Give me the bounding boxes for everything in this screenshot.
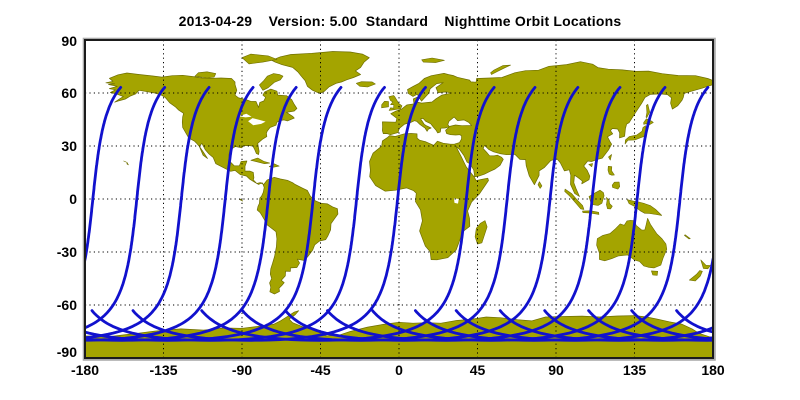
y-tick-label: 0 [69, 191, 77, 207]
orbit-ground-track [131, 86, 427, 342]
island-landmass [606, 197, 613, 210]
island-landmass [490, 64, 511, 75]
island-landmass [126, 162, 129, 166]
plot-title: 2013-04-29 Version: 5.00 Standard Nightt… [178, 13, 622, 29]
island-landmass [700, 259, 711, 270]
island-landmass [421, 57, 445, 63]
orbit-ground-track [720, 87, 800, 340]
lake [453, 198, 459, 204]
island-landmass [123, 160, 127, 163]
island-landmass [689, 270, 703, 282]
island-landmass [684, 234, 691, 240]
orbit-ground-track [85, 86, 123, 267]
x-tick-label: -90 [232, 362, 252, 378]
africa-eurasia-landmass [369, 61, 713, 261]
island-landmass [607, 166, 615, 176]
island-landmass [651, 270, 658, 276]
island-landmass [356, 81, 376, 88]
x-tick-label: 135 [623, 362, 647, 378]
island-landmass [537, 181, 543, 189]
x-tick-label: 180 [701, 362, 725, 378]
y-tick-label: 90 [61, 33, 77, 49]
greenland-landmass [271, 51, 370, 94]
island-landmass [474, 220, 488, 245]
orbit-ground-track [413, 86, 710, 342]
island-landmass [608, 154, 612, 161]
island-landmass [194, 71, 217, 79]
y-tick-label: 60 [61, 85, 77, 101]
island-landmass [259, 73, 284, 91]
island-landmass [588, 163, 593, 167]
y-tick-label: 30 [61, 138, 77, 154]
orbit-ground-track [85, 86, 211, 340]
map-area [85, 40, 800, 358]
plot-frame [84, 39, 714, 359]
x-tick-label: 0 [395, 362, 403, 378]
island-landmass [645, 104, 650, 118]
y-tick-label: -30 [57, 244, 77, 260]
x-tick-label: -45 [310, 362, 330, 378]
x-tick-label: 45 [470, 362, 486, 378]
orbit-ground-track [90, 86, 386, 342]
island-landmass [381, 101, 389, 109]
orbit-ground-track [85, 86, 167, 330]
x-tick-label: 90 [548, 362, 564, 378]
orbit-ground-track [371, 86, 667, 342]
x-tick-label: -135 [149, 362, 177, 378]
y-tick-label: -60 [57, 297, 77, 313]
y-tick-label: -90 [57, 344, 77, 360]
island-landmass [611, 181, 620, 190]
lake [238, 113, 252, 118]
island-landmass [250, 157, 270, 164]
south-america-landmass [256, 176, 339, 295]
lake [248, 118, 266, 126]
x-tick-label: -180 [71, 362, 99, 378]
